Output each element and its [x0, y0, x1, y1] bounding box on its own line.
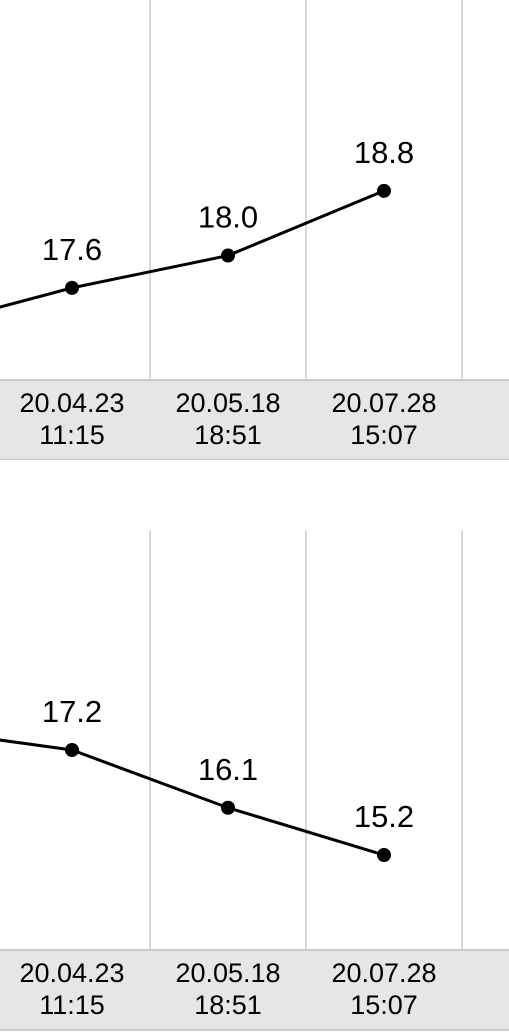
x-axis-time-label: 15:07: [350, 990, 418, 1020]
value-label: 17.6: [42, 232, 102, 267]
value-label: 18.0: [198, 200, 258, 235]
x-axis-date-label: 20.04.23: [19, 958, 124, 988]
chart-svg-top: 17.618.018.8 20.04.2311:1520.05.1818:512…: [0, 0, 509, 460]
x-axis-band-bottom: 20.04.2311:15 20.05.1818:51 20.07.2815:07: [0, 950, 509, 1030]
data-point: [377, 848, 391, 862]
value-label: 15.2: [354, 799, 414, 834]
x-axis-band-top: 20.04.2311:15 20.05.1818:51 20.07.2815:07: [0, 380, 509, 460]
x-axis-date-label: 20.07.28: [331, 388, 436, 418]
line-series-top: 17.6 18.0 18.8: [0, 135, 414, 328]
line-series-bottom: 17.2 16.1 15.2: [0, 694, 414, 862]
x-axis-date-label: 20.07.28: [331, 958, 436, 988]
vgrid-bottom: [150, 530, 462, 950]
data-point: [377, 184, 391, 198]
value-label: 17.2: [42, 694, 102, 729]
data-point: [221, 249, 235, 263]
x-axis-date-label: 20.05.18: [175, 388, 280, 418]
x-axis-time-label: 18:51: [194, 990, 262, 1020]
chart-panel-top: 17.618.018.8 20.04.2311:1520.05.1818:512…: [0, 0, 509, 460]
data-point: [65, 743, 79, 757]
x-axis-time-label: 18:51: [194, 420, 262, 450]
data-point: [221, 801, 235, 815]
x-axis-date-label: 20.05.18: [175, 958, 280, 988]
data-point: [65, 281, 79, 295]
chart-svg-bottom: 17.216.115.2 20.04.2311:1520.05.1818:512…: [0, 530, 509, 1034]
vgrid-top: [150, 0, 462, 380]
chart-panel-bottom: 17.216.115.2 20.04.2311:1520.05.1818:512…: [0, 530, 509, 1034]
x-axis-time-label: 15:07: [350, 420, 418, 450]
series-line: [0, 729, 384, 855]
value-label: 18.8: [354, 135, 414, 170]
x-axis-date-label: 20.04.23: [19, 388, 124, 418]
value-label: 16.1: [198, 752, 258, 787]
x-axis-time-label: 11:15: [39, 420, 105, 450]
page: 17.618.018.8 20.04.2311:1520.05.1818:512…: [0, 0, 509, 1034]
x-axis-time-label: 11:15: [39, 990, 105, 1020]
